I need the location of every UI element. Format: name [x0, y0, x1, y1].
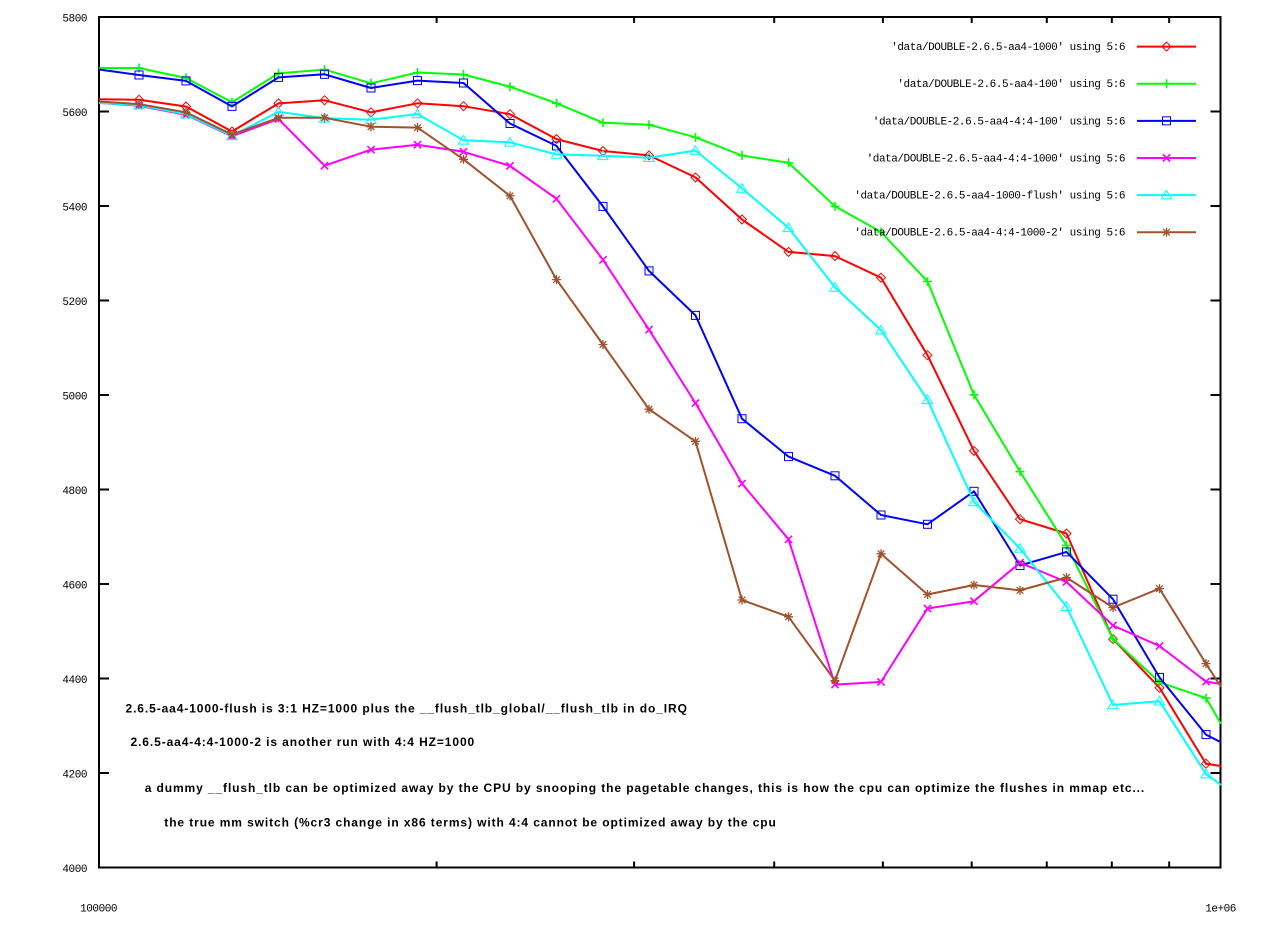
- svg-text:1e+06: 1e+06: [1205, 904, 1236, 916]
- svg-text:'data/DOUBLE-2.6.5-aa4-4:4-100: 'data/DOUBLE-2.6.5-aa4-4:4-100' using 5:…: [873, 116, 1125, 128]
- svg-text:a dummy __flush_tlb can be opt: a dummy __flush_tlb can be optimized awa…: [145, 781, 1145, 795]
- svg-text:5400: 5400: [62, 203, 87, 215]
- svg-text:2.6.5-aa4-1000-flush is 3:1 HZ: 2.6.5-aa4-1000-flush is 3:1 HZ=1000 plus…: [126, 701, 688, 715]
- svg-text:4800: 4800: [62, 486, 87, 498]
- svg-text:100000: 100000: [80, 904, 117, 916]
- svg-text:5800: 5800: [62, 14, 87, 26]
- svg-text:the true mm switch (%cr3 chang: the true mm switch (%cr3 change in x86 t…: [164, 816, 776, 830]
- svg-text:5200: 5200: [62, 297, 87, 309]
- svg-text:'data/DOUBLE-2.6.5-aa4-1000' u: 'data/DOUBLE-2.6.5-aa4-1000' using 5:6: [891, 42, 1125, 54]
- svg-text:'data/DOUBLE-2.6.5-aa4-4:4-100: 'data/DOUBLE-2.6.5-aa4-4:4-1000' using 5…: [867, 153, 1125, 165]
- svg-text:'data/DOUBLE-2.6.5-aa4-1000-fl: 'data/DOUBLE-2.6.5-aa4-1000-flush' using…: [854, 191, 1125, 203]
- svg-text:'data/DOUBLE-2.6.5-aa4-100' us: 'data/DOUBLE-2.6.5-aa4-100' using 5:6: [897, 79, 1125, 91]
- svg-text:4600: 4600: [62, 581, 87, 593]
- svg-text:4200: 4200: [62, 770, 87, 782]
- svg-text:4000: 4000: [62, 864, 87, 876]
- svg-text:5600: 5600: [62, 108, 87, 120]
- svg-text:5000: 5000: [62, 392, 87, 404]
- svg-text:2.6.5-aa4-4:4-1000-2 is anothe: 2.6.5-aa4-4:4-1000-2 is another run with…: [131, 735, 476, 749]
- svg-text:4400: 4400: [62, 675, 87, 687]
- svg-text:'data/DOUBLE-2.6.5-aa4-4:4-100: 'data/DOUBLE-2.6.5-aa4-4:4-1000-2' using…: [854, 228, 1125, 240]
